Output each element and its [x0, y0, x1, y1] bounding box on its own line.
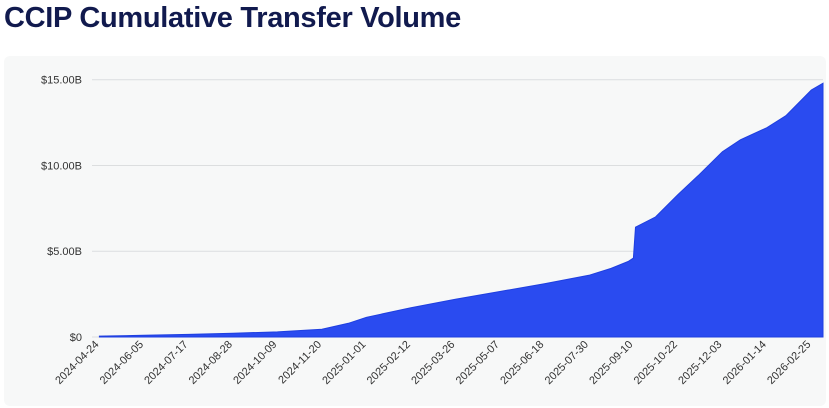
x-tick-label: 2024-11-20 — [276, 339, 324, 387]
x-tick-label: 2025-05-07 — [454, 339, 502, 387]
y-tick-label: $10.00B — [41, 160, 82, 172]
x-tick-label: 2024-07-17 — [142, 339, 190, 387]
y-tick-label: $5.00B — [47, 246, 82, 258]
chart-panel: $0 $5.00B $10.00B $15.00B 2024-04-24 2024-06… — [4, 56, 826, 406]
x-tick-label: 2024-10-09 — [231, 339, 279, 387]
x-tick-label: 2024-06-05 — [98, 339, 146, 387]
x-tick-label: 2026-01-14 — [721, 339, 769, 387]
x-tick-label: 2026-02-25 — [765, 339, 813, 387]
x-tick-label: 2024-08-28 — [187, 339, 235, 387]
y-axis: $0 $5.00B $10.00B $15.00B — [41, 75, 82, 344]
y-tick-label: $15.00B — [41, 75, 82, 87]
x-axis: 2024-04-242024-06-052024-07-172024-08-28… — [53, 339, 813, 387]
x-tick-label: 2025-02-12 — [365, 339, 413, 387]
area-series — [98, 82, 824, 338]
x-tick-label: 2025-06-18 — [498, 339, 546, 387]
y-tick-label: $0 — [70, 332, 82, 344]
page-title: CCIP Cumulative Transfer Volume — [4, 2, 461, 34]
x-tick-label: 2025-09-10 — [587, 339, 635, 387]
area-chart: $0 $5.00B $10.00B $15.00B 2024-04-242024-06… — [41, 75, 824, 387]
x-tick-label: 2025-10-22 — [632, 339, 680, 387]
x-tick-label: 2025-03-26 — [409, 339, 457, 387]
x-tick-label: 2024-04-24 — [53, 339, 101, 387]
x-tick-label: 2025-07-30 — [543, 339, 591, 387]
area-fill — [98, 82, 824, 338]
x-tick-label: 2025-12-03 — [676, 339, 724, 387]
x-tick-label: 2025-01-01 — [320, 339, 368, 387]
